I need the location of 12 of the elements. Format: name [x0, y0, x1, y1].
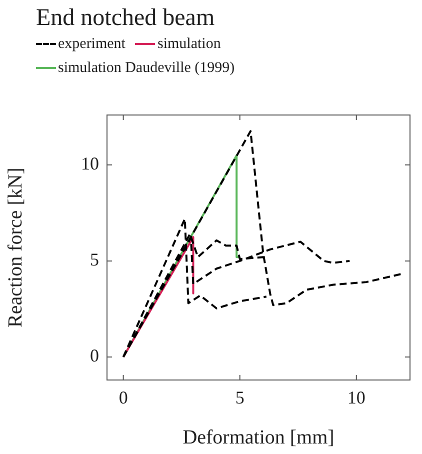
x-tick-label: 0 [118, 388, 128, 408]
y-tick-label: 5 [90, 250, 99, 270]
chart-title: End notched beam [36, 4, 216, 32]
y-tick-label: 10 [81, 154, 99, 174]
y-tick-label: 0 [90, 346, 99, 366]
y-axis-title: Reaction force [kN] [4, 168, 26, 328]
x-axis-title: Deformation [mm] [182, 426, 334, 448]
legend-label: experiment [58, 35, 126, 54]
x-tick-label: 5 [235, 388, 244, 408]
legend-label: simulation [157, 35, 221, 54]
legend-label: simulation Daudeville (1999) [58, 59, 235, 78]
x-tick-label: 10 [347, 388, 366, 408]
